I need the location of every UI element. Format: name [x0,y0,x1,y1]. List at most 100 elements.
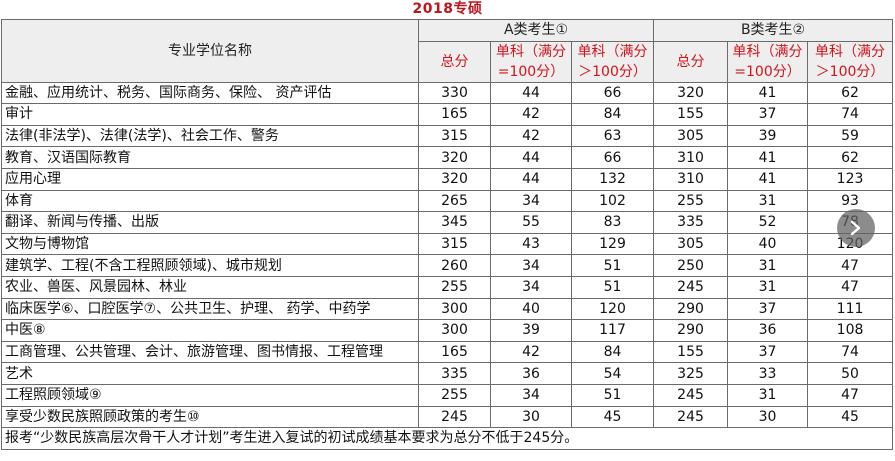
header-b-single-100-line1: 单科（满分 [732,43,803,60]
score-cell-b-s100: 41 [727,81,809,105]
score-cell-a-sgt: 66 [570,146,655,169]
score-cell-b-s100: 33 [727,362,809,385]
table-row: 中医⑧ 300 39 117 290 36 108 [1,319,894,342]
score-cell-b-total: 245 [653,405,729,429]
score-cell-a-sgt: 45 [570,405,655,429]
footnote: 报考“少数民族高层次骨干人才计划”考生进入复试的初试成绩基本要求为总分不低于24… [0,427,894,450]
score-cell-a-s100: 42 [490,103,572,126]
score-cell-a-sgt: 84 [570,340,655,364]
chevron-right-icon [849,220,863,236]
table-row: 金融、应用统计、税务、国际商务、保险、 资产评估 330 44 66 320 41 62 [1,81,894,105]
score-cell-b-total: 305 [653,124,729,148]
score-cell-b-total: 320 [653,81,729,105]
score-cell-a-s100: 30 [490,405,572,429]
header-a-total: 总分 [418,40,491,83]
score-cell-b-total: 290 [653,297,729,321]
table-row: 审计 165 42 84 155 37 74 [1,103,894,126]
score-cell-b-s100: 41 [727,167,809,191]
score-cell-a-sgt: 132 [570,167,655,191]
table-row: 临床医学⑥、口腔医学⑦、公共卫生、护理、 药学、中药学 300 40 120 290 37… [1,297,894,321]
major-name-cell: 翻译、新闻与传播、出版 [1,211,419,234]
major-name-cell: 工商管理、公共管理、会计、旅游管理、图书情报、工程管理 [1,340,419,364]
score-cell-a-total: 345 [418,211,491,234]
score-cell-a-s100: 42 [490,340,572,364]
header-a-single-100-line2: =100分） [497,63,565,80]
score-cell-b-sgt: 50 [807,362,894,385]
score-cell-b-s100: 31 [727,275,809,299]
header-a-single-100: 单科（满分 =100分） [490,40,572,83]
table-row: 享受少数民族照顾政策的考生⑩ 245 30 45 245 30 45 [1,405,894,429]
header-major-name: 专业学位名称 [1,19,419,83]
table-row: 建筑学、工程(不含工程照顾领域)、城市规划 260 34 51 250 31 47 [1,254,894,277]
score-cell-b-sgt: 45 [807,405,894,429]
major-name-cell: 临床医学⑥、口腔医学⑦、公共卫生、护理、 药学、中药学 [1,297,419,321]
table-row: 体育 265 34 102 255 31 93 [1,189,894,213]
score-cell-b-sgt: 74 [807,103,894,126]
score-cell-a-s100: 44 [490,81,572,105]
score-cell-b-s100: 40 [727,232,809,256]
score-cell-a-s100: 43 [490,232,572,256]
score-cell-b-s100: 41 [727,146,809,169]
major-name-cell: 教育、汉语国际教育 [1,146,419,169]
major-name-cell: 中医⑧ [1,319,419,342]
score-cell-a-total: 165 [418,340,491,364]
score-cell-b-sgt: 74 [807,340,894,364]
page-title: 2018专硕 [412,1,483,17]
score-cell-b-s100: 36 [727,319,809,342]
score-cell-a-s100: 40 [490,297,572,321]
header-b-total: 总分 [653,40,729,83]
table-row: 应用心理 320 44 132 310 41 123 [1,167,894,191]
major-name-cell: 享受少数民族照顾政策的考生⑩ [1,405,419,429]
major-name-cell: 工程照顾领域⑨ [1,383,419,407]
score-cell-a-sgt: 63 [570,124,655,148]
next-page-button[interactable] [837,209,875,247]
score-cell-b-sgt: 62 [807,81,894,105]
major-name-cell: 法律(非法学)、法律(法学)、社会工作、警务 [1,124,419,148]
score-cell-a-total: 255 [418,383,491,407]
score-cell-b-s100: 37 [727,297,809,321]
score-cell-b-total: 305 [653,232,729,256]
header-a-single-gt100-line2: ＞100分） [578,63,647,80]
score-cell-b-sgt: 47 [807,383,894,407]
score-cell-a-total: 255 [418,275,491,299]
score-cell-a-s100: 34 [490,383,572,407]
header-a-single-gt100-line1: 单科（满分 [577,43,648,60]
score-cell-b-total: 325 [653,362,729,385]
score-cell-b-total: 335 [653,211,729,234]
score-cell-a-sgt: 51 [570,383,655,407]
header-b-single-gt100-line1: 单科（满分 [815,43,886,60]
score-cell-b-total: 245 [653,275,729,299]
score-cell-a-sgt: 120 [570,297,655,321]
score-cell-b-total: 155 [653,103,729,126]
score-cell-b-s100: 31 [727,254,809,277]
score-cell-b-s100: 37 [727,103,809,126]
score-cell-a-s100: 34 [490,275,572,299]
major-name-cell: 建筑学、工程(不含工程照顾领域)、城市规划 [1,254,419,277]
score-cell-b-s100: 52 [727,211,809,234]
score-cell-a-sgt: 51 [570,254,655,277]
score-cell-b-sgt: 59 [807,124,894,148]
major-name-cell: 体育 [1,189,419,213]
score-cell-b-total: 290 [653,319,729,342]
score-cell-b-sgt: 47 [807,275,894,299]
score-cell-a-s100: 44 [490,167,572,191]
score-cell-a-total: 300 [418,297,491,321]
table-row: 翻译、新闻与传播、出版34555833355278 [1,211,894,234]
score-cell-b-sgt: 111 [807,297,894,321]
score-cell-a-s100: 34 [490,254,572,277]
score-cell-b-sgt: 93 [807,189,894,213]
header-group-a: A类考生① [417,19,655,42]
score-cell-b-total: 250 [653,254,729,277]
header-b-single-100-line2: =100分） [734,63,801,80]
table-body: 金融、应用统计、税务、国际商务、保险、 资产评估 330 44 66 320 41 62 审计… [1,81,894,429]
score-cell-a-sgt: 102 [570,189,655,213]
score-cell-a-total: 300 [418,319,491,342]
header-a-single-100-line1: 单科（满分 [496,43,566,60]
score-cell-b-total: 310 [653,167,729,191]
score-cell-a-s100: 44 [490,146,572,169]
score-cell-a-sgt: 129 [570,232,655,256]
score-cell-a-total: 315 [418,124,491,148]
score-cell-a-s100: 55 [490,211,572,234]
header-b-single-gt100: 单科（满分 ＞100分） [807,40,894,83]
score-cell-b-total: 155 [653,340,729,364]
